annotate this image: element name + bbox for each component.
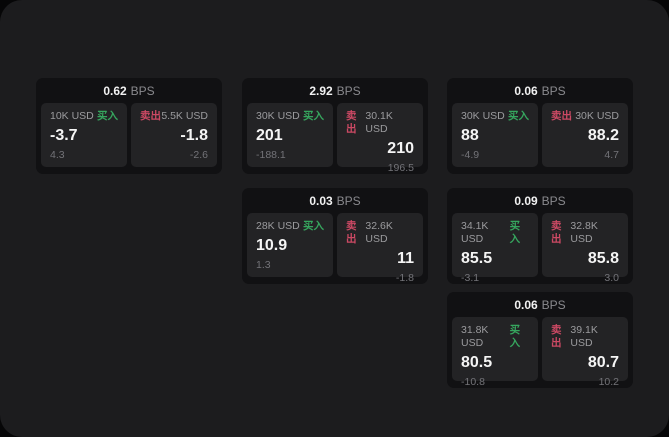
buy-sub-value: -10.8	[461, 376, 485, 388]
sell-cell[interactable]: 卖出 30.1K USD 210 196.5	[337, 103, 423, 174]
bps-unit-label: BPS	[541, 193, 566, 208]
sell-size: 39.1K USD	[570, 324, 598, 349]
buy-price: 201	[256, 127, 283, 144]
buy-sub-value: 1.3	[256, 259, 271, 271]
buy-label: 买入	[508, 110, 529, 122]
sell-sub-value: 10.2	[598, 376, 619, 388]
buy-size: 28K USD	[256, 220, 300, 232]
sell-size: 32.8K USD	[570, 220, 598, 245]
buy-cell[interactable]: 10K USD 买入 -3.7 4.3	[41, 103, 127, 167]
buy-label: 买入	[97, 110, 118, 122]
buy-sub-value: -3.1	[461, 272, 480, 284]
buy-label: 买入	[303, 220, 324, 232]
sell-sub-value: 196.5	[387, 162, 414, 174]
bps-header: 0.03 BPS	[242, 188, 428, 213]
bps-header: 0.09 BPS	[447, 188, 633, 213]
buy-price: 85.5	[461, 250, 493, 267]
bps-value: 0.06	[514, 297, 538, 312]
sell-cell[interactable]: 卖出 5.5K USD -1.8 -2.6	[131, 103, 217, 167]
bps-header: 0.06 BPS	[447, 78, 633, 103]
bps-value: 2.92	[309, 83, 333, 98]
bps-value: 0.06	[514, 83, 538, 98]
sell-size: 5.5K USD	[161, 110, 208, 122]
bps-unit-label: BPS	[336, 83, 361, 98]
bps-value: 0.03	[309, 193, 333, 208]
sell-price: 11	[397, 250, 414, 267]
bps-unit-label: BPS	[336, 193, 361, 208]
sell-price: -1.8	[180, 127, 208, 144]
buy-sub-value: 4.3	[50, 149, 65, 161]
buy-price: -3.7	[50, 127, 78, 144]
quote-card-4: 0.03 BPS 28K USD 买入 10.9 1.3 卖出 32.6K US…	[242, 188, 428, 284]
buy-cell[interactable]: 31.8K USD 买入 80.5 -10.8	[452, 317, 538, 388]
buy-size: 30K USD	[461, 110, 505, 122]
bps-unit-label: BPS	[541, 83, 566, 98]
sell-price: 88.2	[587, 127, 619, 144]
sell-label: 卖出	[346, 110, 357, 135]
buy-price: 10.9	[256, 237, 288, 254]
sell-sub-value: 4.7	[604, 149, 619, 161]
quote-card-3: 0.06 BPS 30K USD 买入 88 -4.9 卖出 30K USD 8…	[447, 78, 633, 174]
sell-price: 85.8	[587, 250, 619, 267]
bps-header: 0.06 BPS	[447, 292, 633, 317]
buy-size: 30K USD	[256, 110, 300, 122]
sell-price: 210	[387, 140, 414, 157]
sell-cell[interactable]: 卖出 32.8K USD 85.8 3.0	[542, 213, 628, 284]
bps-value: 0.09	[514, 193, 538, 208]
sell-label: 卖出	[551, 110, 572, 122]
buy-cell[interactable]: 30K USD 买入 88 -4.9	[452, 103, 538, 167]
buy-sub-value: -188.1	[256, 149, 286, 161]
quote-card-6: 0.06 BPS 31.8K USD 买入 80.5 -10.8 卖出 39.1…	[447, 292, 633, 388]
buy-cell[interactable]: 28K USD 买入 10.9 1.3	[247, 213, 333, 277]
sell-sub-value: -2.6	[189, 149, 208, 161]
bps-unit-label: BPS	[130, 83, 155, 98]
buy-size: 10K USD	[50, 110, 94, 122]
buy-cell[interactable]: 30K USD 买入 201 -188.1	[247, 103, 333, 167]
bps-unit-label: BPS	[541, 297, 566, 312]
buy-price: 88	[461, 127, 479, 144]
sell-cell[interactable]: 卖出 32.6K USD 11 -1.8	[337, 213, 423, 284]
sell-cell[interactable]: 卖出 30K USD 88.2 4.7	[542, 103, 628, 167]
bps-header: 2.92 BPS	[242, 78, 428, 103]
bps-header: 0.62 BPS	[36, 78, 222, 103]
bps-value: 0.62	[103, 83, 127, 98]
sell-cell[interactable]: 卖出 39.1K USD 80.7 10.2	[542, 317, 628, 388]
buy-label: 买入	[303, 110, 324, 122]
sell-sub-value: -1.8	[395, 272, 414, 284]
buy-label: 买入	[509, 324, 521, 349]
sell-label: 卖出	[140, 110, 161, 122]
buy-sub-value: -4.9	[461, 149, 480, 161]
quote-card-2: 2.92 BPS 30K USD 买入 201 -188.1 卖出 30.1K …	[242, 78, 428, 174]
buy-size: 31.8K USD	[461, 324, 489, 349]
sell-label: 卖出	[346, 220, 357, 245]
buy-size: 34.1K USD	[461, 220, 489, 245]
sell-size: 32.6K USD	[365, 220, 393, 245]
sell-size: 30K USD	[575, 110, 619, 122]
buy-cell[interactable]: 34.1K USD 买入 85.5 -3.1	[452, 213, 538, 284]
sell-sub-value: 3.0	[604, 272, 619, 284]
sell-label: 卖出	[551, 220, 562, 245]
quote-card-5: 0.09 BPS 34.1K USD 买入 85.5 -3.1 卖出 32.8K…	[447, 188, 633, 284]
sell-size: 30.1K USD	[365, 110, 393, 135]
sell-label: 卖出	[551, 324, 562, 349]
buy-price: 80.5	[461, 354, 493, 371]
quote-card-1: 0.62 BPS 10K USD 买入 -3.7 4.3 卖出 5.5K USD…	[36, 78, 222, 174]
sell-price: 80.7	[587, 354, 619, 371]
buy-label: 买入	[509, 220, 521, 245]
